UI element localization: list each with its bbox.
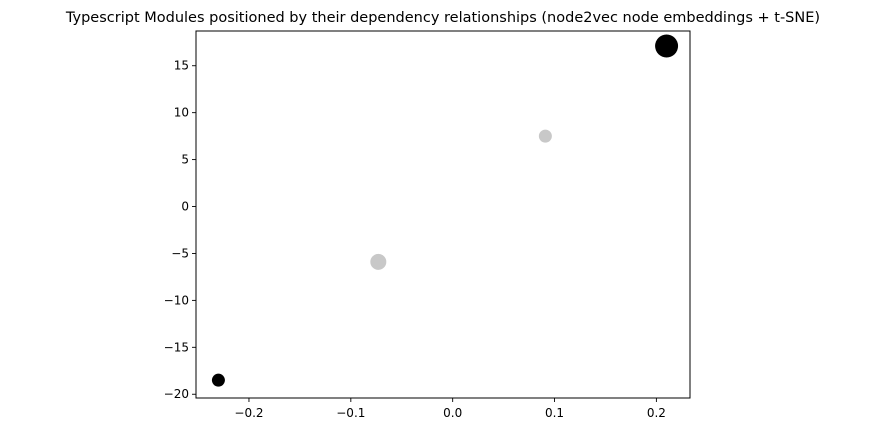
data-point-3 [370,253,387,270]
x-tick-label: 0.0 [443,406,462,420]
data-point-4 [211,373,225,387]
y-tick-label: 5 [181,153,189,167]
chart-title: Typescript Modules positioned by their d… [65,10,820,26]
plot-frame [195,30,691,399]
y-tick-label: 0 [181,200,189,214]
y-tick-label: 10 [174,106,189,120]
x-tick-label: 0.1 [545,406,564,420]
y-tick-label: 15 [174,59,189,73]
x-tick-label: 0.2 [647,406,666,420]
ticks-layer: −0.2 −0.1 0.0 0.1 0.2 −20 −15 −10 −5 0 5 10 15 [164,59,666,420]
data-point-2 [538,129,552,143]
y-tick-label: −15 [164,340,189,354]
data-point-1 [655,34,679,58]
x-tick-label: −0.2 [234,406,263,420]
x-tick-label: −0.1 [336,406,365,420]
y-tick-label: −10 [164,293,189,307]
y-tick-label: −5 [171,246,189,260]
points-layer [211,34,679,387]
y-tick-label: −20 [164,387,189,401]
